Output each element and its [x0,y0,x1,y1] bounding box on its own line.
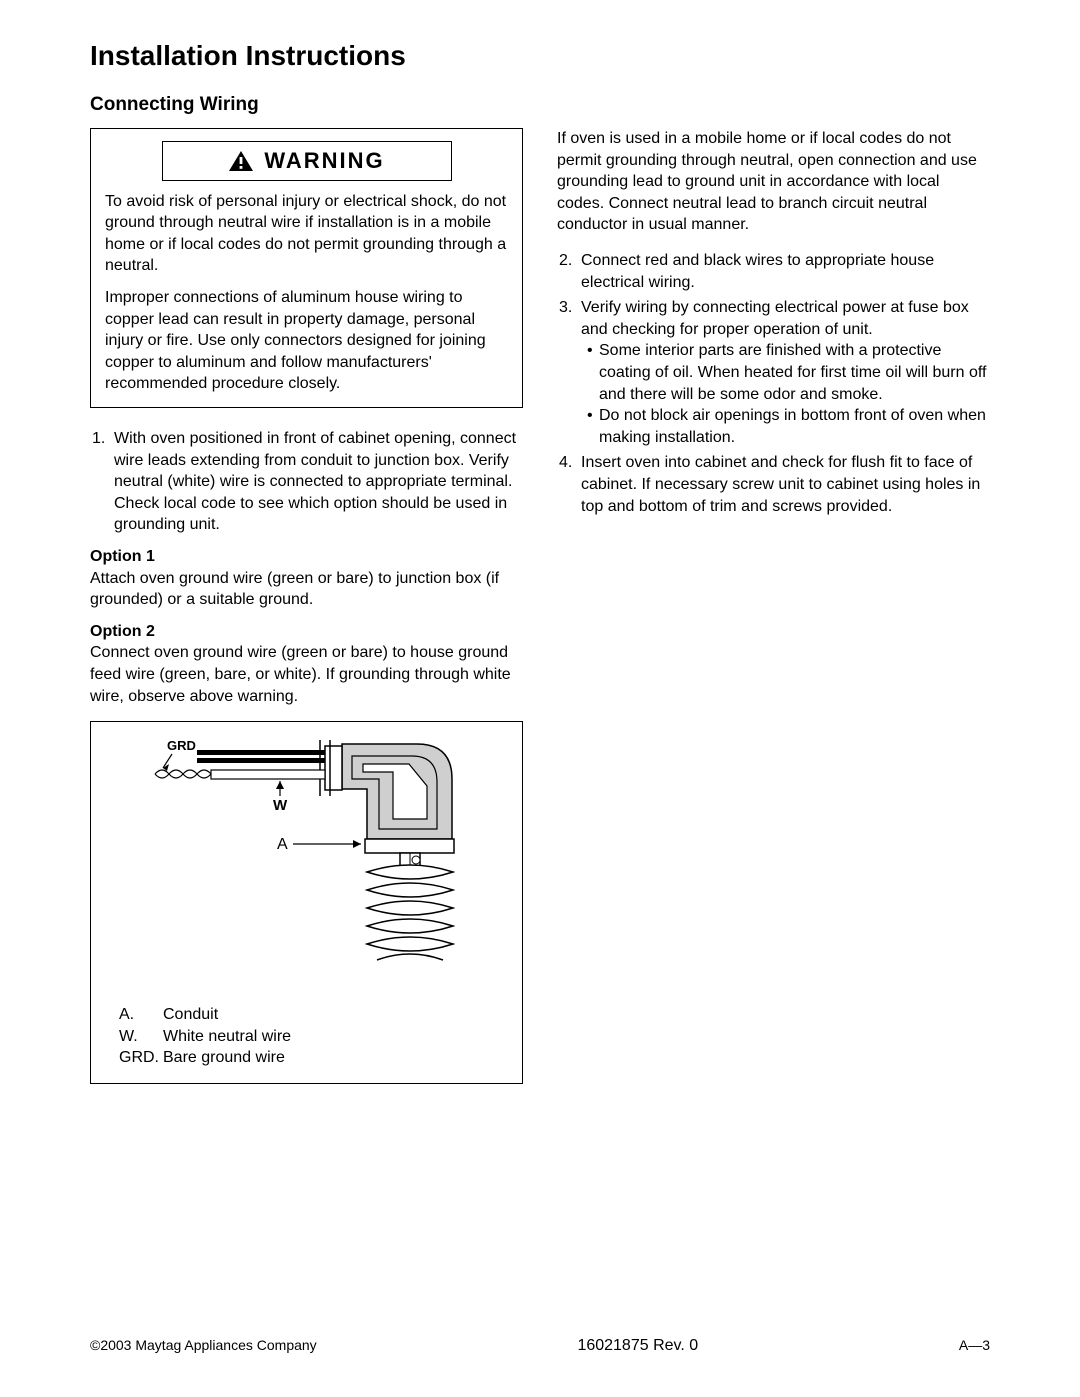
legend-key: W. [105,1026,163,1048]
diagram-legend: A. Conduit W. White neutral wire GRD. Ba… [105,1004,508,1069]
step-number: 2. [557,250,581,293]
bullet-dot-icon: • [581,340,599,405]
diagram-a-label: A [277,836,288,853]
legend-key: A. [105,1004,163,1026]
option-1-body: Attach oven ground wire (green or bare) … [90,568,523,611]
footer-pagenum: A—3 [959,1337,990,1355]
warning-header: WARNING [162,141,452,181]
footer-copyright: ©2003 Maytag Appliances Company [90,1337,317,1355]
warning-text-1: To avoid risk of personal injury or elec… [105,191,508,277]
option-2-body: Connect oven ground wire (green or bare)… [90,642,523,707]
legend-key: GRD. [105,1047,163,1069]
right-intro: If oven is used in a mobile home or if l… [557,128,990,236]
legend-row: GRD. Bare ground wire [105,1047,508,1069]
two-column-layout: WARNING To avoid risk of personal injury… [90,128,990,1084]
page-footer: ©2003 Maytag Appliances Company 16021875… [90,1337,990,1355]
step-number: 1. [90,428,114,536]
step-text: Connect red and black wires to appropria… [581,250,990,293]
warning-box: WARNING To avoid risk of personal injury… [90,128,523,408]
bullet-text: Do not block air openings in bottom fron… [599,405,990,448]
wiring-diagram-box: GRD W A A. Conduit W. White ne [90,721,523,1084]
legend-val: White neutral wire [163,1026,291,1048]
step-text: Verify wiring by connecting electrical p… [581,297,990,448]
section-heading: Connecting Wiring [90,94,990,116]
step-list-right: 2. Connect red and black wires to approp… [557,250,990,517]
diagram-w-label: W [273,797,288,814]
bullet-list: •Some interior parts are finished with a… [581,340,990,448]
diagram-grd-label: GRD [167,738,196,753]
page-title: Installation Instructions [90,40,990,72]
legend-val: Bare ground wire [163,1047,285,1069]
step-2: 2. Connect red and black wires to approp… [557,250,990,293]
step-text: With oven positioned in front of cabinet… [114,428,523,536]
right-column: If oven is used in a mobile home or if l… [557,128,990,1084]
warning-text-2: Improper connections of aluminum house w… [105,287,508,395]
step-number: 3. [557,297,581,448]
legend-row: W. White neutral wire [105,1026,508,1048]
step-3: 3. Verify wiring by connecting electrica… [557,297,990,448]
bullet-1: •Some interior parts are finished with a… [581,340,990,405]
warning-label: WARNING [264,146,384,176]
left-column: WARNING To avoid risk of personal injury… [90,128,523,1084]
legend-val: Conduit [163,1004,218,1026]
option-2-heading: Option 2 [90,621,523,643]
step-number: 4. [557,452,581,517]
step-4: 4. Insert oven into cabinet and check fo… [557,452,990,517]
warning-triangle-icon [228,150,254,172]
footer-docnum: 16021875 Rev. 0 [577,1337,698,1355]
step-3-text: Verify wiring by connecting electrical p… [581,299,969,338]
step-list-left: 1. With oven positioned in front of cabi… [90,428,523,536]
step-text: Insert oven into cabinet and check for f… [581,452,990,517]
wiring-diagram-icon: GRD W A [117,734,497,994]
bullet-text: Some interior parts are finished with a … [599,340,990,405]
legend-row: A. Conduit [105,1004,508,1026]
option-1-heading: Option 1 [90,546,523,568]
step-1: 1. With oven positioned in front of cabi… [90,428,523,536]
bullet-dot-icon: • [581,405,599,448]
bullet-2: •Do not block air openings in bottom fro… [581,405,990,448]
